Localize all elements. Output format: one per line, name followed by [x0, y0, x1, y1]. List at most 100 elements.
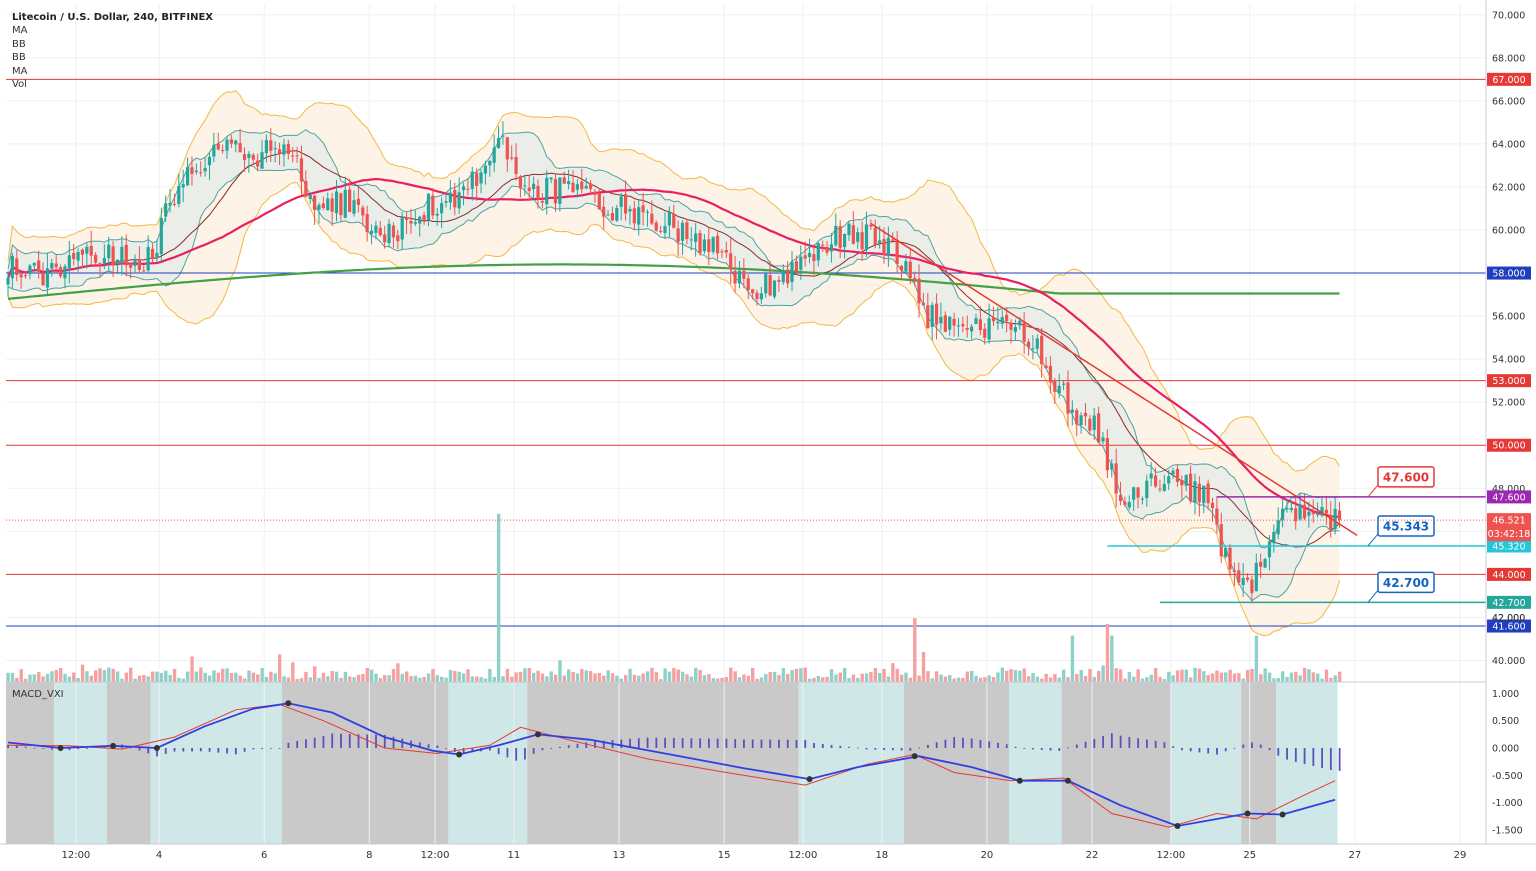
candle[interactable] — [1311, 499, 1315, 523]
candle[interactable] — [19, 272, 23, 289]
candle[interactable] — [1210, 497, 1215, 522]
candle[interactable] — [667, 206, 671, 238]
candle[interactable] — [277, 142, 282, 166]
candle[interactable] — [28, 263, 32, 280]
candle[interactable] — [838, 220, 842, 259]
candle[interactable] — [654, 220, 658, 232]
candle[interactable] — [374, 220, 378, 240]
candle[interactable] — [98, 262, 102, 277]
candle[interactable] — [930, 302, 934, 341]
macd-line[interactable] — [7, 702, 1336, 827]
candle[interactable] — [1333, 496, 1337, 535]
candle[interactable] — [409, 208, 413, 234]
candle[interactable] — [387, 219, 391, 248]
candle[interactable] — [834, 213, 838, 247]
candle[interactable] — [146, 235, 150, 273]
candle[interactable] — [304, 170, 308, 198]
candle[interactable] — [549, 177, 553, 184]
candle[interactable] — [558, 177, 562, 212]
candle[interactable] — [444, 193, 448, 208]
candle[interactable] — [641, 192, 645, 226]
candle[interactable] — [1088, 414, 1092, 436]
candle[interactable] — [247, 151, 251, 173]
candle[interactable] — [461, 182, 466, 206]
candle[interactable] — [102, 244, 106, 269]
candle[interactable] — [299, 145, 304, 195]
candle[interactable] — [886, 226, 890, 267]
candle[interactable] — [1013, 319, 1017, 341]
candle[interactable] — [724, 241, 728, 258]
candle[interactable] — [917, 264, 921, 318]
candle[interactable] — [733, 255, 737, 293]
candle[interactable] — [672, 204, 676, 229]
candle[interactable] — [575, 179, 579, 198]
candle[interactable] — [404, 211, 409, 234]
candle[interactable] — [1320, 495, 1324, 518]
candle[interactable] — [825, 241, 829, 256]
candle[interactable] — [553, 173, 558, 212]
candle[interactable] — [1237, 562, 1241, 586]
candle[interactable] — [768, 261, 772, 297]
candle[interactable] — [1167, 469, 1171, 491]
macd-pane[interactable] — [6, 681, 1486, 829]
candle[interactable] — [216, 132, 220, 151]
candle[interactable] — [1219, 512, 1223, 564]
candle[interactable] — [588, 180, 593, 195]
last-price-tag[interactable] — [1487, 513, 1531, 542]
candle[interactable] — [251, 152, 255, 164]
trendline[interactable] — [870, 222, 1358, 536]
candle[interactable] — [698, 229, 702, 256]
candle[interactable] — [260, 140, 264, 169]
candle[interactable] — [6, 271, 10, 297]
candle[interactable] — [475, 168, 479, 201]
candle[interactable] — [978, 306, 982, 336]
level-tag-label[interactable]: 53.000 — [1492, 376, 1525, 387]
candle[interactable] — [453, 182, 457, 216]
candle[interactable] — [777, 275, 781, 292]
candle[interactable] — [1228, 544, 1232, 577]
price-axis[interactable]: 70.000 68.000 66.000 64.000 62.000 60.000 58.0… — [1485, 0, 1536, 867]
candle[interactable] — [1307, 501, 1311, 528]
candle[interactable] — [1329, 501, 1333, 538]
candle[interactable] — [1061, 380, 1066, 391]
candle[interactable] — [518, 175, 523, 198]
candle[interactable] — [562, 171, 566, 184]
candle[interactable] — [466, 177, 470, 196]
candle[interactable] — [1140, 496, 1145, 505]
candle[interactable] — [1127, 495, 1131, 510]
candle[interactable] — [282, 138, 286, 167]
candle[interactable] — [181, 169, 185, 203]
candle[interactable] — [1302, 493, 1307, 520]
candle[interactable] — [961, 316, 965, 333]
candle[interactable] — [904, 253, 908, 274]
candle[interactable] — [934, 293, 939, 340]
candle[interactable] — [378, 220, 382, 237]
candle[interactable] — [1057, 373, 1061, 399]
candle[interactable] — [1294, 495, 1298, 530]
candle[interactable] — [269, 128, 273, 162]
candle[interactable] — [1092, 407, 1096, 441]
candle[interactable] — [1048, 356, 1053, 394]
candle[interactable] — [610, 206, 615, 222]
candle[interactable] — [348, 178, 352, 213]
candle[interactable] — [514, 143, 518, 181]
candle[interactable] — [164, 195, 168, 222]
candle[interactable] — [45, 253, 50, 295]
candle[interactable] — [321, 196, 325, 211]
candle[interactable] — [645, 209, 650, 227]
candle[interactable] — [273, 141, 277, 163]
candle[interactable] — [615, 204, 619, 222]
legend-indicator-bb-2[interactable]: BB — [12, 52, 26, 64]
candle[interactable] — [400, 212, 404, 251]
candle[interactable] — [606, 210, 610, 216]
candles[interactable] — [6, 121, 1342, 604]
candle[interactable] — [256, 153, 260, 172]
candle[interactable] — [15, 250, 19, 282]
candle[interactable] — [1040, 328, 1044, 378]
candle[interactable] — [1189, 465, 1193, 504]
candle[interactable] — [291, 147, 295, 163]
candle[interactable] — [895, 230, 899, 273]
candle[interactable] — [1171, 467, 1175, 480]
callout-label[interactable]: 45.343 — [1383, 519, 1429, 533]
legend-indicator-bb[interactable]: BB — [12, 38, 26, 50]
